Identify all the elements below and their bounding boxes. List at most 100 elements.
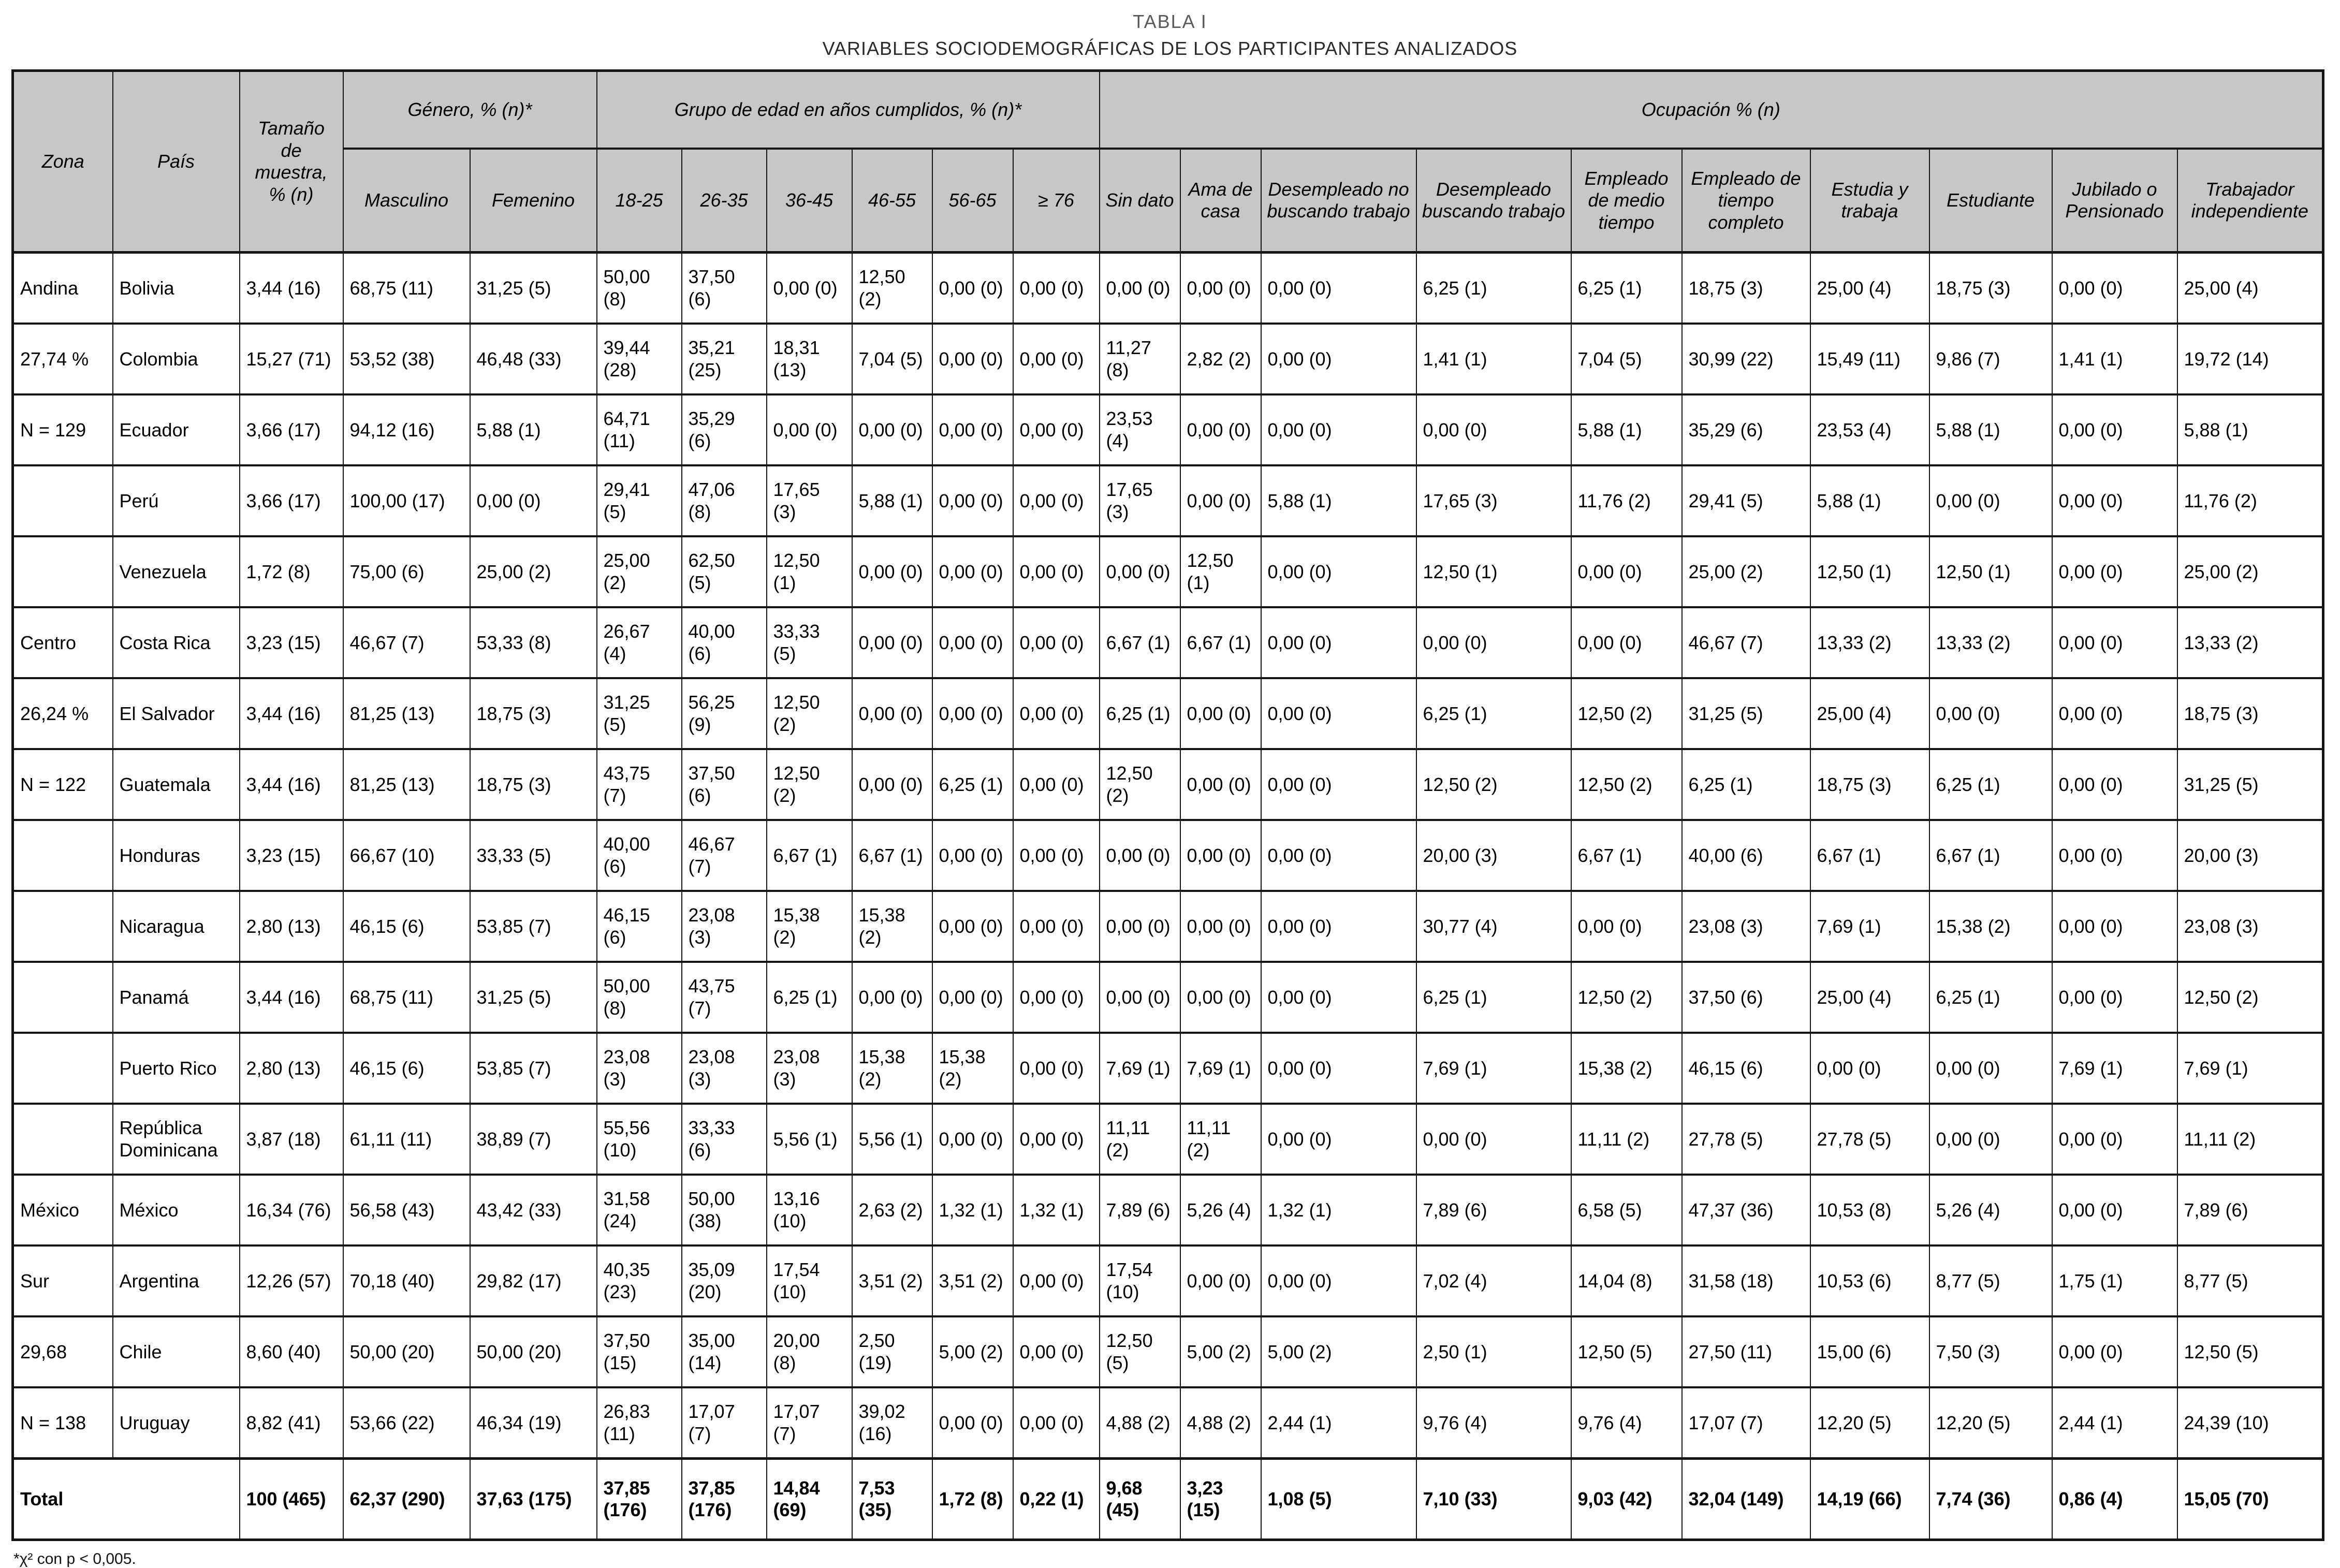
value-cell: 12,50 (2) — [766, 748, 853, 822]
value-cell: 26,83 (11) — [596, 1386, 682, 1460]
value-cell: 6,67 (1) — [766, 819, 853, 892]
pais-cell: Honduras — [112, 819, 240, 892]
value-cell: 2,50 (1) — [1415, 1315, 1572, 1389]
value-cell: 18,31 (13) — [766, 323, 853, 396]
value-cell: 38,89 (7) — [469, 1103, 597, 1176]
value-cell: 0,00 (0) — [2051, 464, 2178, 538]
column-header: Ama de casa — [1179, 148, 1262, 254]
value-cell: 43,75 (7) — [596, 748, 682, 822]
value-cell: 0,00 (0) — [1012, 890, 1100, 963]
value-cell: 0,00 (0) — [1928, 1032, 2053, 1105]
value-cell: 12,50 (1) — [1415, 535, 1572, 609]
value-cell: 25,00 (2) — [596, 535, 682, 609]
value-cell: 0,00 (0) — [1012, 1386, 1100, 1460]
pais-cell: El Salvador — [112, 677, 240, 751]
value-cell: 0,00 (0) — [1179, 677, 1262, 751]
value-cell: 5,56 (1) — [851, 1103, 933, 1176]
value-cell: 35,21 (25) — [681, 323, 767, 396]
value-cell: 31,58 (24) — [596, 1174, 682, 1247]
value-cell: 33,33 (5) — [469, 819, 597, 892]
value-cell: 0,00 (0) — [931, 393, 1014, 467]
zona-cell — [12, 464, 113, 538]
value-cell: 5,88 (1) — [1809, 464, 1930, 538]
value-cell: 12,50 (1) — [1928, 535, 2053, 609]
value-cell: 0,00 (0) — [1012, 323, 1100, 396]
value-cell: 0,00 (0) — [1012, 961, 1100, 1034]
column-header: ≥ 76 — [1012, 148, 1100, 254]
value-cell: 7,69 (1) — [1415, 1032, 1572, 1105]
table-row: Honduras 3,23 (15) 66,67 (10) 33,33 (5) 40,0… — [12, 819, 2324, 892]
value-cell: 40,00 (6) — [681, 606, 767, 680]
group-header-edad: Grupo de edad en años cumplidos, % (n)* — [596, 69, 1100, 150]
value-cell: 0,00 (0) — [1928, 464, 2053, 538]
value-cell: 20,00 (8) — [766, 1315, 853, 1389]
value-cell: 0,00 (0) — [931, 535, 1014, 609]
value-cell: 0,00 (0) — [851, 606, 933, 680]
table-row: N = 138 Uruguay 8,82 (41) 53,66 (22) 46,34 (… — [12, 1386, 2324, 1460]
value-cell: 17,54 (10) — [1099, 1244, 1181, 1318]
value-cell: 43,75 (7) — [681, 961, 767, 1034]
column-header: Femenino — [469, 148, 597, 254]
value-cell: 0,00 (0) — [2051, 748, 2178, 822]
value-cell: 50,00 (8) — [596, 251, 682, 325]
value-cell: 6,25 (1) — [1681, 748, 1811, 822]
value-cell: 18,75 (3) — [1809, 748, 1930, 822]
value-cell: 31,25 (5) — [596, 677, 682, 751]
value-cell: 0,00 (0) — [931, 1103, 1014, 1176]
total-value-cell: 14,84 (69) — [766, 1457, 853, 1541]
value-cell: 3,66 (17) — [239, 464, 344, 538]
value-cell: 23,08 (3) — [766, 1032, 853, 1105]
value-cell: 6,25 (1) — [1928, 748, 2053, 822]
value-cell: 62,50 (5) — [681, 535, 767, 609]
value-cell: 11,11 (2) — [2176, 1103, 2324, 1176]
value-cell: 15,49 (11) — [1809, 323, 1930, 396]
value-cell: 2,50 (19) — [851, 1315, 933, 1389]
value-cell: 30,99 (22) — [1681, 323, 1811, 396]
value-cell: 0,00 (0) — [1260, 251, 1417, 325]
value-cell: 5,88 (1) — [1928, 393, 2053, 467]
value-cell: 37,50 (15) — [596, 1315, 682, 1389]
value-cell: 40,00 (6) — [1681, 819, 1811, 892]
total-value-cell: 1,08 (5) — [1260, 1457, 1417, 1541]
pais-cell: Puerto Rico — [112, 1032, 240, 1105]
value-cell: 12,50 (5) — [2176, 1315, 2324, 1389]
value-cell: 0,00 (0) — [1179, 393, 1262, 467]
value-cell: 40,00 (6) — [596, 819, 682, 892]
value-cell: 12,20 (5) — [1928, 1386, 2053, 1460]
value-cell: 40,35 (23) — [596, 1244, 682, 1318]
zona-cell: Centro — [12, 606, 113, 680]
value-cell: 11,76 (2) — [2176, 464, 2324, 538]
value-cell: 2,80 (13) — [239, 890, 344, 963]
value-cell: 1,32 (1) — [1012, 1174, 1100, 1247]
table-number: TABLA I — [1133, 11, 1207, 32]
value-cell: 0,00 (0) — [1012, 819, 1100, 892]
value-cell: 100,00 (17) — [342, 464, 471, 538]
value-cell: 17,54 (10) — [766, 1244, 853, 1318]
value-cell: 18,75 (3) — [469, 748, 597, 822]
value-cell: 0,00 (0) — [1099, 535, 1181, 609]
total-value-cell: 100 (465) — [239, 1457, 344, 1541]
total-value-cell: 7,74 (36) — [1928, 1457, 2053, 1541]
total-value-cell: 14,19 (66) — [1809, 1457, 1930, 1541]
value-cell: 6,25 (1) — [766, 961, 853, 1034]
value-cell: 27,50 (11) — [1681, 1315, 1811, 1389]
value-cell: 0,00 (0) — [1012, 1103, 1100, 1176]
value-cell: 29,41 (5) — [596, 464, 682, 538]
footnote: *χ² con p < 0,005. — [13, 1550, 136, 1568]
value-cell: 12,20 (5) — [1809, 1386, 1930, 1460]
zona-cell — [12, 961, 113, 1034]
value-cell: 0,00 (0) — [1012, 677, 1100, 751]
value-cell: 35,00 (14) — [681, 1315, 767, 1389]
value-cell: 31,25 (5) — [469, 961, 597, 1034]
value-cell: 5,00 (2) — [1260, 1315, 1417, 1389]
value-cell: 24,39 (10) — [2176, 1386, 2324, 1460]
value-cell: 18,75 (3) — [469, 677, 597, 751]
group-header-row: Zona País Tamaño de muestra, % (n) Géner… — [12, 69, 2324, 254]
value-cell: 66,67 (10) — [342, 819, 471, 892]
total-value-cell: 37,85 (176) — [681, 1457, 767, 1541]
total-value-cell: 37,85 (176) — [596, 1457, 682, 1541]
value-cell: 6,58 (5) — [1570, 1174, 1683, 1247]
column-header: Empleado de tiempo completo — [1681, 148, 1811, 254]
value-cell: 25,00 (2) — [2176, 535, 2324, 609]
value-cell: 0,00 (0) — [2051, 819, 2178, 892]
